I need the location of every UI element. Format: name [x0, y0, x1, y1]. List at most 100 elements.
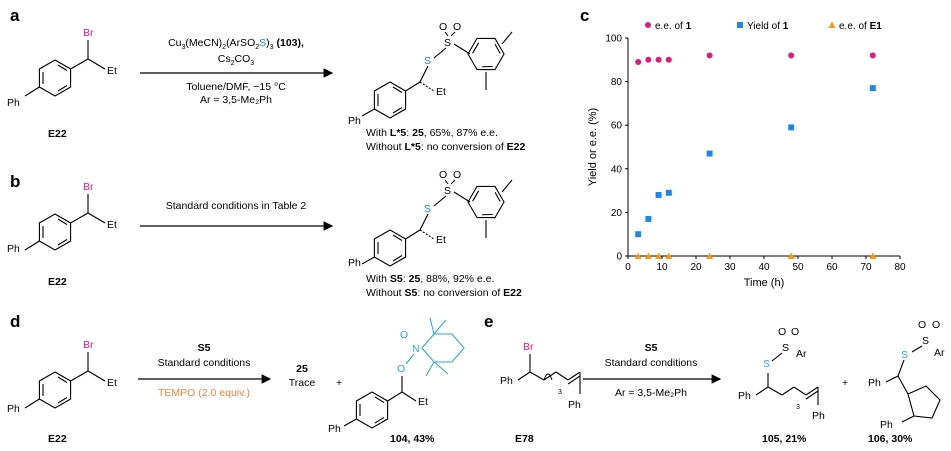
legend-label: e.e. of 1	[655, 21, 692, 32]
panel-b: Br Et Ph E22 Standard conditions in Tabl…	[7, 169, 522, 299]
conditions-b: Standard conditions in Table 2	[166, 200, 307, 212]
product-104-structure: Ph Et O N O	[328, 317, 465, 435]
compound-label-e22-a: E22	[48, 128, 67, 140]
conditions-e-line2: Standard conditions	[605, 357, 698, 369]
svg-text:Et: Et	[418, 396, 428, 408]
phenyl-label: Ph	[328, 423, 341, 435]
result-a-line2: Without L*5: no conversion of E22	[366, 141, 526, 153]
panel-d: Br Et Ph E22 S5 Standard conditions TEMP…	[7, 317, 465, 445]
data-point-circle	[869, 52, 876, 59]
result-a-line1: With L*5: 25, 65%, 87% e.e.	[366, 127, 498, 139]
aryl-label: Ar	[796, 348, 807, 360]
chart-c: 0 10 20 30 40 50 60 70 80 0 20 40 60 80 100 Time (h) Yie…	[587, 21, 906, 289]
x-tick-label: 30	[724, 262, 736, 273]
product-104-label: 104, 43%	[390, 433, 435, 445]
product-25-trace: Trace	[289, 377, 316, 389]
y-tick-label: 80	[611, 77, 623, 88]
plus-sign-d: +	[336, 377, 342, 389]
phenyl-label: Ph	[348, 115, 361, 127]
x-tick-label: 0	[625, 262, 631, 273]
phenyl-label: Ph	[348, 257, 361, 269]
conditions-a-line4: Ar = 3,5-Me₂Ph	[200, 94, 272, 106]
e78-structure: Ph Br 3 Ph	[500, 341, 581, 411]
bromine-label: Br	[83, 181, 94, 193]
data-point-square	[788, 124, 795, 131]
e22-structure-a: Br Et Ph	[7, 27, 117, 109]
e22-structure-b: Br Et Ph	[7, 181, 117, 255]
data-point-square	[635, 231, 642, 238]
x-tick-label: 50	[792, 262, 804, 273]
compound-label-e22-b: E22	[48, 276, 67, 288]
panel-letter-a: a	[10, 6, 20, 25]
svg-text:S: S	[901, 349, 908, 361]
x-tick-label: 60	[826, 262, 838, 273]
legend-label: e.e. of E1	[839, 21, 882, 32]
data-point-circle	[706, 52, 713, 59]
data-point-triangle	[706, 252, 714, 259]
y-tick-label: 0	[616, 252, 622, 263]
data-point-circle	[635, 58, 642, 65]
conditions-a-line3: Toluene/DMF, −15 °C	[186, 81, 286, 93]
data-point-square	[655, 191, 662, 198]
result-b-line2: Without S5: no conversion of E22	[366, 287, 522, 299]
compound-label-e22-d: E22	[48, 433, 67, 445]
svg-text:O: O	[791, 326, 799, 338]
data-point-circle	[665, 56, 672, 63]
product-105-label: 105, 21%	[762, 433, 807, 445]
phenyl-label: Ph	[738, 390, 751, 402]
svg-text:S: S	[424, 55, 431, 67]
product-25-label-d: 25	[296, 363, 308, 375]
conditions-e-line3: Ar = 3,5-Me₂Ph	[615, 387, 687, 399]
panel-letter-e: e	[484, 312, 494, 331]
svg-text:O: O	[918, 319, 926, 331]
phenyl-label: Ph	[880, 419, 893, 431]
data-point-triangle	[869, 252, 877, 259]
result-b-line1: With S5: 25, 88%, 92% e.e.	[366, 273, 494, 285]
ethyl-label: Et	[107, 219, 117, 231]
data-point-square	[645, 215, 652, 222]
data-point-square	[706, 150, 713, 157]
svg-text:O: O	[400, 329, 408, 341]
svg-text:O: O	[397, 363, 405, 375]
bromine-label: Br	[523, 341, 534, 353]
conditions-a-line1: Cu3(MeCN)2(ArSO2S)3 (103),	[168, 37, 304, 51]
phenyl-label: Ph	[7, 403, 20, 415]
svg-text:S: S	[763, 358, 770, 370]
y-tick-label: 60	[611, 121, 623, 132]
panel-letter-d: d	[10, 312, 21, 331]
data-point-triangle	[665, 252, 673, 259]
ethyl-label: Et	[107, 65, 117, 77]
repeat-subscript: 3	[796, 404, 800, 411]
e22-structure-d: Br Et Ph	[7, 339, 117, 415]
y-tick-label: 40	[611, 164, 623, 175]
svg-text:N: N	[412, 343, 420, 355]
x-tick-label: 80	[894, 262, 906, 273]
svg-text:O: O	[439, 21, 447, 33]
svg-text:O: O	[932, 319, 940, 331]
svg-text:S: S	[444, 185, 451, 197]
data-point-square	[665, 189, 672, 196]
svg-text:O: O	[439, 169, 447, 181]
repeat-subscript: 3	[558, 389, 562, 396]
phenyl-label: Ph	[812, 410, 825, 422]
legend-marker-circle	[645, 22, 651, 28]
aryl-label: Ar	[934, 347, 945, 359]
plus-sign-e: +	[842, 377, 848, 389]
conditions-e-line1: S5	[645, 342, 658, 354]
conditions-a-line2: Cs2CO3	[218, 53, 255, 67]
phenyl-label: Ph	[7, 243, 20, 255]
data-point-triangle	[634, 252, 642, 259]
bromine-label: Br	[83, 27, 94, 39]
panel-a: Br Et Ph E22 Cu3(MeCN)2(ArSO2S)3 (103), …	[7, 21, 526, 153]
data-point-circle	[655, 56, 662, 63]
data-point-circle	[788, 52, 795, 59]
conditions-d-line3: TEMPO (2.0 equiv.)	[158, 387, 250, 399]
product-106-label: 106, 30%	[868, 433, 913, 445]
svg-text:Et: Et	[436, 86, 446, 98]
x-tick-label: 40	[758, 262, 770, 273]
bromine-label: Br	[83, 339, 94, 351]
y-tick-label: 20	[611, 208, 623, 219]
